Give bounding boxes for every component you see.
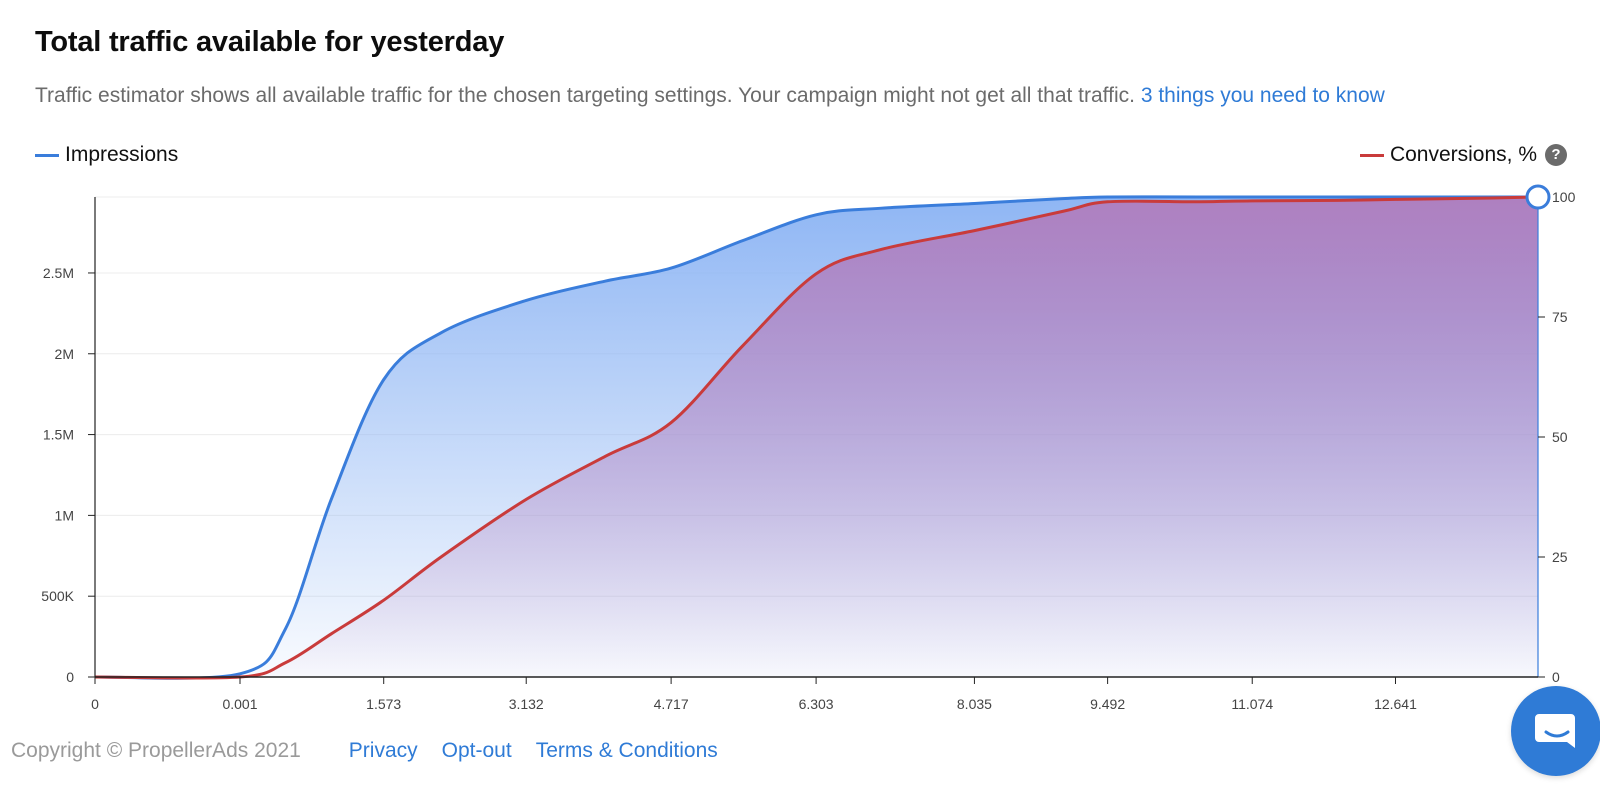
footer: Copyright © PropellerAds 2021 Privacy Op… xyxy=(11,739,742,763)
y-left-tick-label: 1.5M xyxy=(43,427,74,443)
x-tick-label: 6.303 xyxy=(799,696,834,712)
x-tick-label: 8.035 xyxy=(957,696,992,712)
impressions-legend-swatch xyxy=(35,153,59,157)
traffic-chart: 0 500K 1M 1.5M 2M 2.5M 0 25 50 75 100 0 0.001 1.573 3.… xyxy=(41,184,1576,712)
opt-out-link[interactable]: Opt-out xyxy=(441,739,512,762)
privacy-link[interactable]: Privacy xyxy=(348,739,418,762)
conversions-area xyxy=(95,197,1538,679)
x-tick-label: 4.717 xyxy=(654,696,689,712)
copyright-text: Copyright © PropellerAds 2021 xyxy=(11,739,301,762)
terms-link[interactable]: Terms & Conditions xyxy=(535,739,718,762)
impressions-line xyxy=(94,195,1538,680)
y-left-tick-label: 2.5M xyxy=(43,265,74,281)
x-tick-label: 12.641 xyxy=(1374,696,1417,712)
legend-impressions: Impressions xyxy=(35,143,178,167)
conversions-line xyxy=(94,195,1539,680)
y-right-tick-label: 100 xyxy=(1552,189,1576,205)
x-tick-label: 1.573 xyxy=(366,696,401,712)
y-left-tick-label: 2M xyxy=(55,346,74,362)
conversions-legend-swatch xyxy=(1359,153,1384,157)
x-tick-label: 3.132 xyxy=(509,696,544,712)
impressions-legend-label: Impressions xyxy=(65,143,179,166)
help-icon[interactable]: ? xyxy=(1545,144,1567,166)
y-left-tick-label: 1M xyxy=(55,507,74,523)
x-tick-label: 11.074 xyxy=(1231,696,1273,712)
legend-conversions: Conversions, % ? xyxy=(1359,143,1567,167)
y-right-tick-label: 25 xyxy=(1552,549,1568,565)
subtitle-text: Traffic estimator shows all available tr… xyxy=(35,84,1135,107)
conversions-legend-label: Conversions, % xyxy=(1389,143,1537,166)
y-left-tick-label: 0 xyxy=(66,669,74,685)
chat-icon xyxy=(1535,714,1575,748)
y-right-tick-label: 0 xyxy=(1552,669,1560,685)
chat-button[interactable] xyxy=(1511,686,1600,776)
page-subtitle: Traffic estimator shows all available tr… xyxy=(35,84,1385,108)
y-right-tick-label: 75 xyxy=(1552,309,1568,325)
chart-end-marker xyxy=(1525,184,1551,210)
x-tick-label: 0 xyxy=(91,696,99,712)
things-to-know-link[interactable]: 3 things you need to know xyxy=(1140,84,1385,107)
y-left-tick-label: 500K xyxy=(41,588,74,604)
y-right-tick-label: 50 xyxy=(1552,429,1568,445)
x-tick-label: 0.001 xyxy=(222,696,257,712)
page-title: Total traffic available for yesterday xyxy=(35,26,505,58)
x-tick-label: 9.492 xyxy=(1090,696,1125,712)
